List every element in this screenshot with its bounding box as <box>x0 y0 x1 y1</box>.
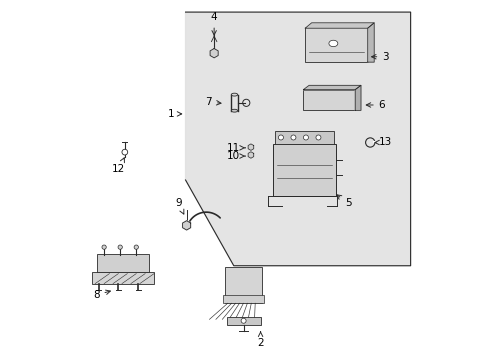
Circle shape <box>118 245 122 249</box>
Ellipse shape <box>328 40 337 47</box>
Circle shape <box>134 245 138 249</box>
Text: 1: 1 <box>167 109 182 119</box>
Bar <box>305 28 367 62</box>
Bar <box>223 296 264 303</box>
Text: 5: 5 <box>336 195 351 208</box>
Text: 12: 12 <box>112 158 125 174</box>
Polygon shape <box>247 152 253 158</box>
Circle shape <box>278 135 283 140</box>
Polygon shape <box>354 85 360 111</box>
Bar <box>274 131 333 144</box>
Text: 9: 9 <box>175 198 183 214</box>
Polygon shape <box>367 23 373 62</box>
Polygon shape <box>185 12 410 266</box>
Text: 10: 10 <box>226 151 244 161</box>
Text: 11: 11 <box>226 143 245 153</box>
Polygon shape <box>303 85 360 90</box>
Polygon shape <box>182 221 190 230</box>
Bar <box>226 317 260 325</box>
Bar <box>97 253 148 272</box>
Circle shape <box>122 149 127 155</box>
Text: 6: 6 <box>366 100 385 110</box>
Circle shape <box>290 135 295 140</box>
Bar <box>272 144 335 196</box>
Ellipse shape <box>231 93 237 96</box>
Bar <box>224 267 262 303</box>
Bar <box>91 272 154 284</box>
Circle shape <box>102 245 106 249</box>
Text: 2: 2 <box>257 332 264 347</box>
Polygon shape <box>305 23 373 28</box>
Text: 7: 7 <box>205 97 221 107</box>
Circle shape <box>303 135 308 140</box>
Text: 3: 3 <box>371 52 388 62</box>
Bar <box>303 90 354 111</box>
Polygon shape <box>247 144 253 150</box>
Text: 4: 4 <box>210 13 217 35</box>
Text: 8: 8 <box>93 290 110 300</box>
Circle shape <box>241 318 245 323</box>
Text: 13: 13 <box>374 138 391 148</box>
Ellipse shape <box>231 109 237 112</box>
Circle shape <box>315 135 320 140</box>
Polygon shape <box>210 49 218 58</box>
